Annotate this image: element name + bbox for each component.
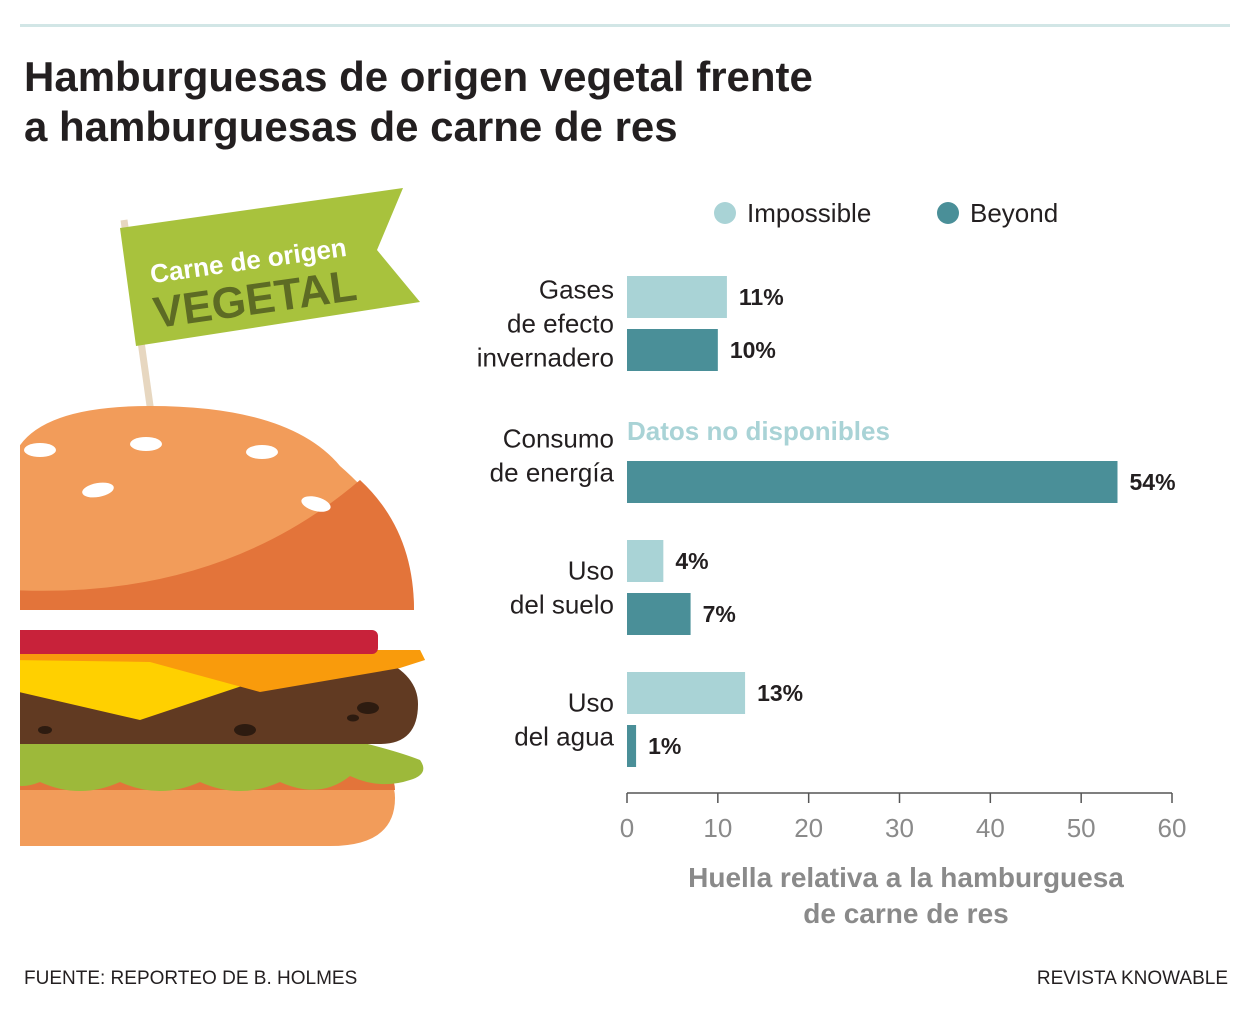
bar-beyond <box>627 329 718 371</box>
page-title: Hamburguesas de origen vegetal frente a … <box>24 52 1024 152</box>
burger-illustration: Carne de origen VEGETAL <box>20 188 425 846</box>
category-labels: Gases de efecto invernadero Consumo de energ… <box>477 275 615 752</box>
chart-legend: Impossible Beyond <box>714 198 1058 228</box>
lettuce <box>20 742 424 791</box>
title-line-1: Hamburguesas de origen vegetal frente <box>24 53 813 100</box>
patty-spot <box>38 726 52 734</box>
x-axis-title-line-2: de carne de res <box>803 898 1008 929</box>
bar-value-label: 13% <box>757 680 803 706</box>
bar-value-label: 11% <box>739 284 784 310</box>
bar-beyond <box>627 461 1118 503</box>
category-label: Gases <box>539 275 614 305</box>
sesame-seed <box>301 496 331 512</box>
category-label: invernadero <box>477 343 614 373</box>
top-bun-shadow <box>20 480 414 610</box>
bar-impossible <box>627 540 664 582</box>
x-axis: 0 10 20 30 40 50 60 <box>620 792 1187 843</box>
bar-value-label: 54% <box>1130 469 1176 495</box>
not-available-note: Datos no disponibles <box>627 416 890 446</box>
bar-value-label: 1% <box>648 733 681 759</box>
bar-beyond <box>627 593 691 635</box>
sesame-seed <box>130 437 162 451</box>
flag <box>120 188 420 346</box>
category-label: Uso <box>568 556 614 586</box>
legend-label-beyond: Beyond <box>970 198 1058 228</box>
tomato <box>20 630 378 654</box>
cheese-shadow <box>20 650 425 692</box>
bar-impossible <box>627 672 746 714</box>
category-label: de efecto <box>507 309 614 339</box>
x-tick-label: 0 <box>620 813 634 843</box>
patty-spot <box>357 702 379 714</box>
x-tick-label: 20 <box>794 813 823 843</box>
legend-marker-impossible <box>714 202 736 224</box>
x-tick-label: 10 <box>703 813 732 843</box>
x-tick-label: 30 <box>885 813 914 843</box>
title-line-2: a hamburguesas de carne de res <box>24 103 678 150</box>
bar-impossible <box>627 276 727 318</box>
bar-value-label: 7% <box>703 601 736 627</box>
legend-label-impossible: Impossible <box>747 198 871 228</box>
category-label: del agua <box>514 722 614 752</box>
category-label: Consumo <box>503 424 614 454</box>
top-rule <box>20 24 1230 27</box>
category-label: del suelo <box>510 590 614 620</box>
sesame-seed <box>82 482 114 498</box>
bars: 11% 4% 13% 10% 54% 7% 1% Datos no disponibles <box>627 276 1176 767</box>
category-label: de energía <box>490 458 615 488</box>
sesame-seed <box>24 443 56 457</box>
bar-beyond <box>627 725 637 767</box>
legend-marker-beyond <box>937 202 959 224</box>
publisher-credit: REVISTA KNOWABLE <box>1036 968 1228 989</box>
bar-value-label: 10% <box>730 337 776 363</box>
x-tick-label: 50 <box>1067 813 1096 843</box>
sesame-seed <box>246 445 278 459</box>
x-axis-title-line-1: Huella relativa a la hamburguesa <box>688 862 1124 893</box>
category-label: Uso <box>568 688 614 718</box>
x-tick-label: 60 <box>1158 813 1187 843</box>
source-note: FUENTE: REPORTEO DE B. HOLMES <box>24 968 358 989</box>
x-tick-label: 40 <box>976 813 1005 843</box>
patty-spot <box>234 724 256 736</box>
patty-spot <box>347 714 359 722</box>
bar-value-label: 4% <box>675 548 708 574</box>
